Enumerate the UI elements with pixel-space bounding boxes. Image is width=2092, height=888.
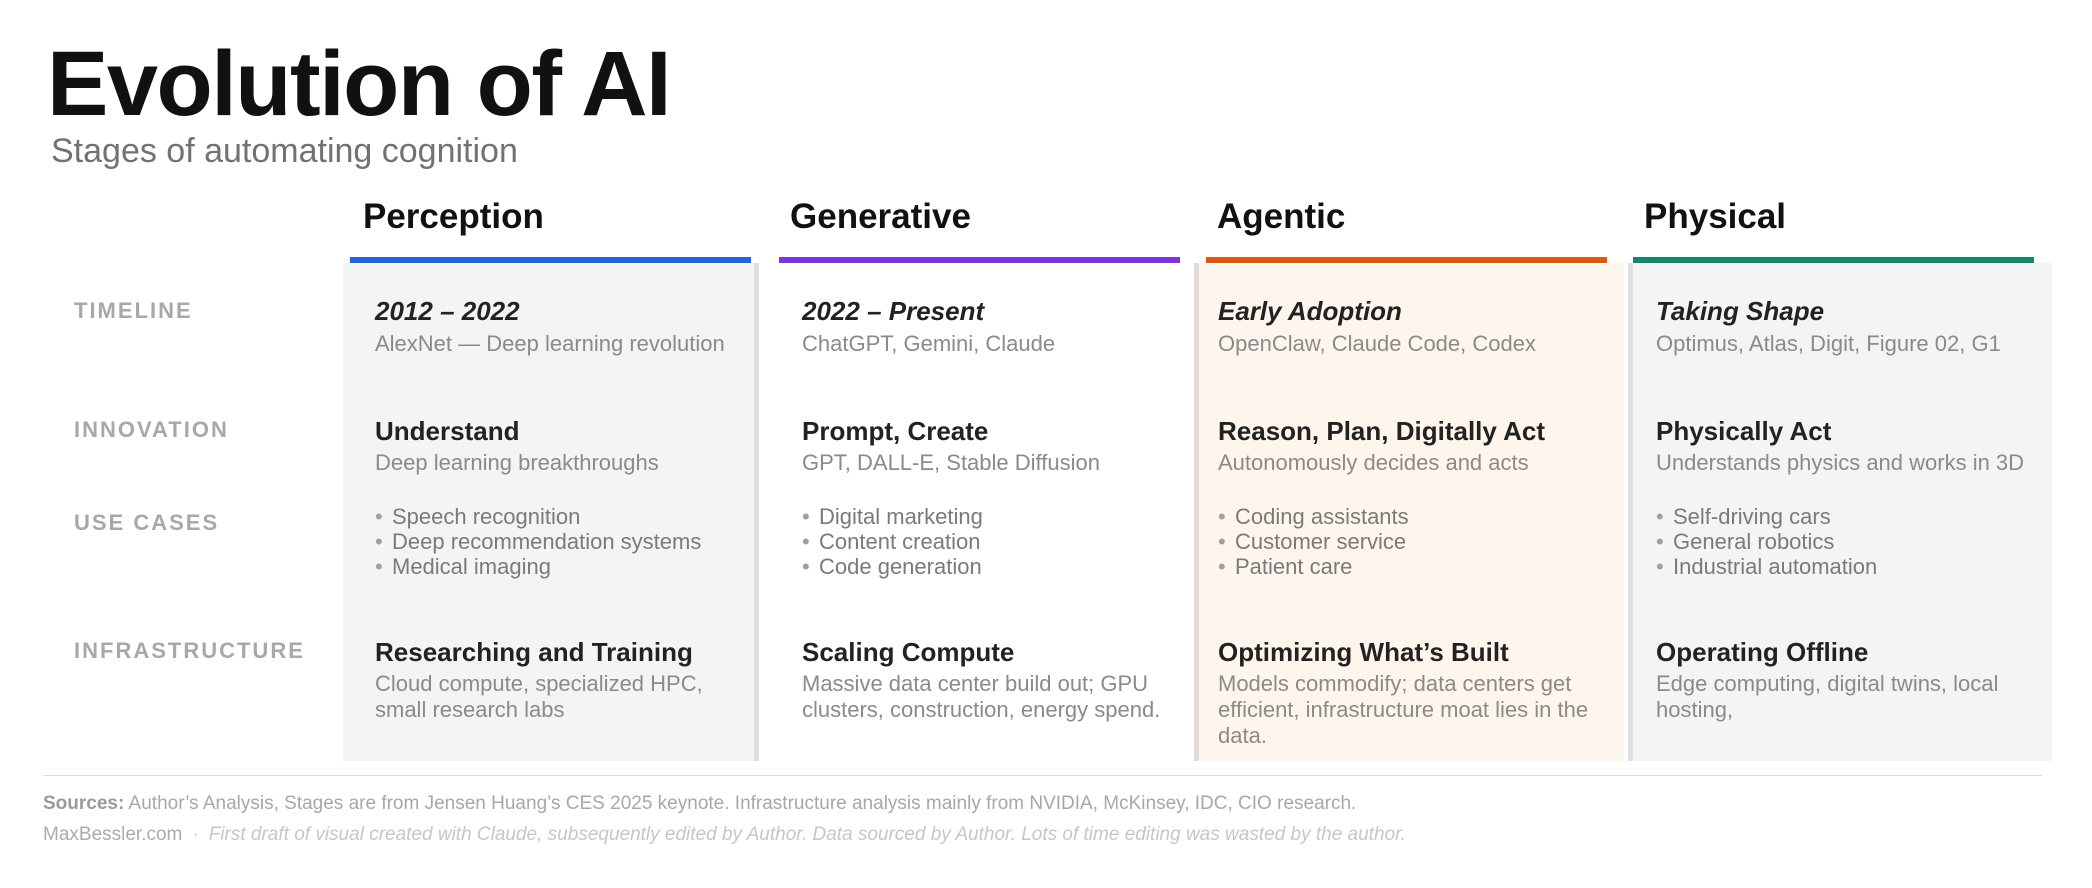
column-header-generative: Generative xyxy=(790,197,971,236)
infrastructure-cell-generative: Scaling Compute Massive data center buil… xyxy=(802,636,1177,723)
use-cases-list-physical: • Self-driving cars • General robotics • In… xyxy=(1656,504,2046,579)
use-cases-list-generative: • Digital marketing • Content creation • Co… xyxy=(802,504,1172,579)
credit-line: MaxBessler.com · First draft of visual cre… xyxy=(43,824,1406,846)
timeline-cell-generative: 2022 – Present ChatGPT, Gemini, Claude xyxy=(802,295,1172,357)
innovation-cell-physical: Physically Act Understands physics and w… xyxy=(1656,415,2046,476)
use-cases-list-agentic: • Coding assistants • Customer service • Pa… xyxy=(1218,504,1603,579)
timeline-period: Taking Shape xyxy=(1656,296,1825,326)
infrastructure-title: Researching and Training xyxy=(375,637,693,667)
timeline-detail: OpenClaw, Claude Code, Codex xyxy=(1218,330,1536,356)
sources-note: Sources: Author’s Analysis, Stages are f… xyxy=(43,793,1356,815)
timeline-detail: AlexNet — Deep learning revolution xyxy=(375,330,725,356)
column-header-physical: Physical xyxy=(1644,197,1787,236)
column-rule-perception xyxy=(350,257,751,263)
column-header-agentic: Agentic xyxy=(1217,197,1346,236)
row-label-innovation: INNOVATION xyxy=(74,417,229,442)
innovation-title: Reason, Plan, Digitally Act xyxy=(1218,416,1546,446)
timeline-period: 2012 – 2022 xyxy=(375,296,520,326)
timeline-detail: ChatGPT, Gemini, Claude xyxy=(802,330,1056,356)
column-rule-physical xyxy=(1633,257,2034,263)
credit-separator: · xyxy=(192,824,199,845)
list-item: • Patient care xyxy=(1218,554,1353,579)
infrastructure-detail: Models commodify; data centers get effic… xyxy=(1218,670,1589,749)
innovation-cell-agentic: Reason, Plan, Digitally Act Autonomously… xyxy=(1218,415,1603,476)
list-item: • Customer service xyxy=(1218,529,1407,554)
innovation-cell-perception: Understand Deep learning breakthroughs xyxy=(375,415,745,476)
infrastructure-cell-agentic: Optimizing What’s Built Models commodify… xyxy=(1218,636,1603,750)
infrastructure-detail: Cloud compute, specialized HPC, small re… xyxy=(375,670,703,722)
page-title: Evolution of AI xyxy=(47,33,672,135)
list-item: • General robotics xyxy=(1656,529,1835,554)
sources-text: Author’s Analysis, Stages are from Jense… xyxy=(128,793,1357,814)
innovation-cell-generative: Prompt, Create GPT, DALL-E, Stable Diffu… xyxy=(802,415,1172,476)
use-cases-list-perception: • Speech recognition • Deep recommendation… xyxy=(375,504,745,579)
innovation-detail: Deep learning breakthroughs xyxy=(375,449,659,475)
column-panel-physical xyxy=(1628,263,2052,761)
site-credit: MaxBessler.com xyxy=(43,824,183,845)
infrastructure-detail: Massive data center build out; GPU clust… xyxy=(802,670,1161,722)
infrastructure-title: Operating Offline xyxy=(1656,637,1869,667)
row-label-use-cases: USE CASES xyxy=(74,510,220,535)
timeline-detail: Optimus, Atlas, Digit, Figure 02, G1 xyxy=(1656,330,2001,356)
innovation-detail: GPT, DALL-E, Stable Diffusion xyxy=(802,449,1100,475)
timeline-cell-perception: 2012 – 2022 AlexNet — Deep learning revo… xyxy=(375,295,745,357)
timeline-period: Early Adoption xyxy=(1218,296,1402,326)
page-subtitle: Stages of automating cognition xyxy=(51,132,518,170)
list-item: • Code generation xyxy=(802,554,982,579)
row-label-infrastructure: INFRASTRUCTURE xyxy=(74,638,305,663)
list-item: • Industrial automation xyxy=(1656,554,1878,579)
sources-label: Sources: xyxy=(43,793,125,814)
timeline-cell-physical: Taking Shape Optimus, Atlas, Digit, Figu… xyxy=(1656,295,2046,357)
infrastructure-cell-physical: Operating Offline Edge computing, digita… xyxy=(1656,636,2026,723)
list-item: • Digital marketing xyxy=(802,504,983,529)
innovation-title: Physically Act xyxy=(1656,416,1832,446)
infrastructure-detail: Edge computing, digital twins, local hos… xyxy=(1656,670,1999,722)
column-panel-perception xyxy=(343,263,759,761)
column-header-perception: Perception xyxy=(363,197,544,236)
timeline-cell-agentic: Early Adoption OpenClaw, Claude Code, Co… xyxy=(1218,295,1603,357)
row-label-timeline: TIMELINE xyxy=(74,298,193,323)
column-panel-agentic xyxy=(1194,263,1624,761)
list-item: • Self-driving cars xyxy=(1656,504,1831,529)
list-item: • Medical imaging xyxy=(375,554,551,579)
infrastructure-title: Scaling Compute xyxy=(802,637,1015,667)
list-item: • Deep recommendation systems xyxy=(375,529,702,554)
list-item: • Speech recognition xyxy=(375,504,581,529)
innovation-detail: Understands physics and works in 3D xyxy=(1656,449,2025,475)
footer-divider xyxy=(43,775,2042,776)
innovation-title: Understand xyxy=(375,416,520,446)
credit-note: First draft of visual created with Claud… xyxy=(208,824,1406,845)
timeline-period: 2022 – Present xyxy=(802,296,985,326)
innovation-title: Prompt, Create xyxy=(802,416,989,446)
column-rule-generative xyxy=(779,257,1180,263)
infrastructure-title: Optimizing What’s Built xyxy=(1218,637,1509,667)
infrastructure-cell-perception: Researching and Training Cloud compute, … xyxy=(375,636,745,723)
list-item: • Content creation xyxy=(802,529,981,554)
column-rule-agentic xyxy=(1206,257,1607,263)
list-item: • Coding assistants xyxy=(1218,504,1409,529)
innovation-detail: Autonomously decides and acts xyxy=(1218,449,1529,475)
column-panel-generative xyxy=(773,263,1184,761)
